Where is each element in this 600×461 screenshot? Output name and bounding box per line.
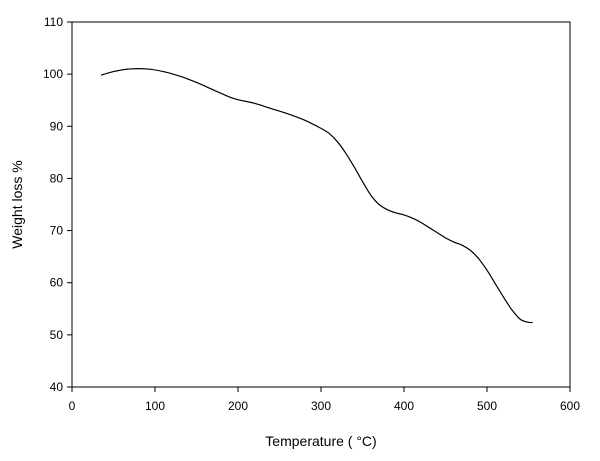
y-tick-label: 110 <box>44 15 63 29</box>
y-tick-label: 40 <box>50 380 64 394</box>
x-tick-label: 100 <box>145 399 165 413</box>
y-tick-label: 90 <box>50 119 64 133</box>
x-axis-label: Temperature ( °C) <box>265 433 376 449</box>
x-tick-label: 300 <box>311 399 331 413</box>
y-tick-label: 80 <box>50 171 64 185</box>
x-tick-label: 0 <box>69 399 76 413</box>
y-tick-label: 70 <box>50 224 64 238</box>
y-axis-label: Weight loss % <box>9 160 25 248</box>
y-tick-label: 50 <box>50 328 64 342</box>
x-axis-ticks: 0 100 200 300 400 500 600 <box>69 387 580 413</box>
x-tick-label: 600 <box>560 399 580 413</box>
y-axis-ticks: 40 50 60 70 80 90 100 110 <box>43 15 72 394</box>
plot-frame <box>71 21 571 388</box>
x-tick-label: 400 <box>394 399 414 413</box>
y-tick-label: 100 <box>43 67 63 81</box>
series-line <box>100 68 533 324</box>
x-tick-label: 200 <box>228 399 248 413</box>
y-tick-label: 60 <box>50 276 64 290</box>
x-tick-label: 500 <box>477 399 497 413</box>
